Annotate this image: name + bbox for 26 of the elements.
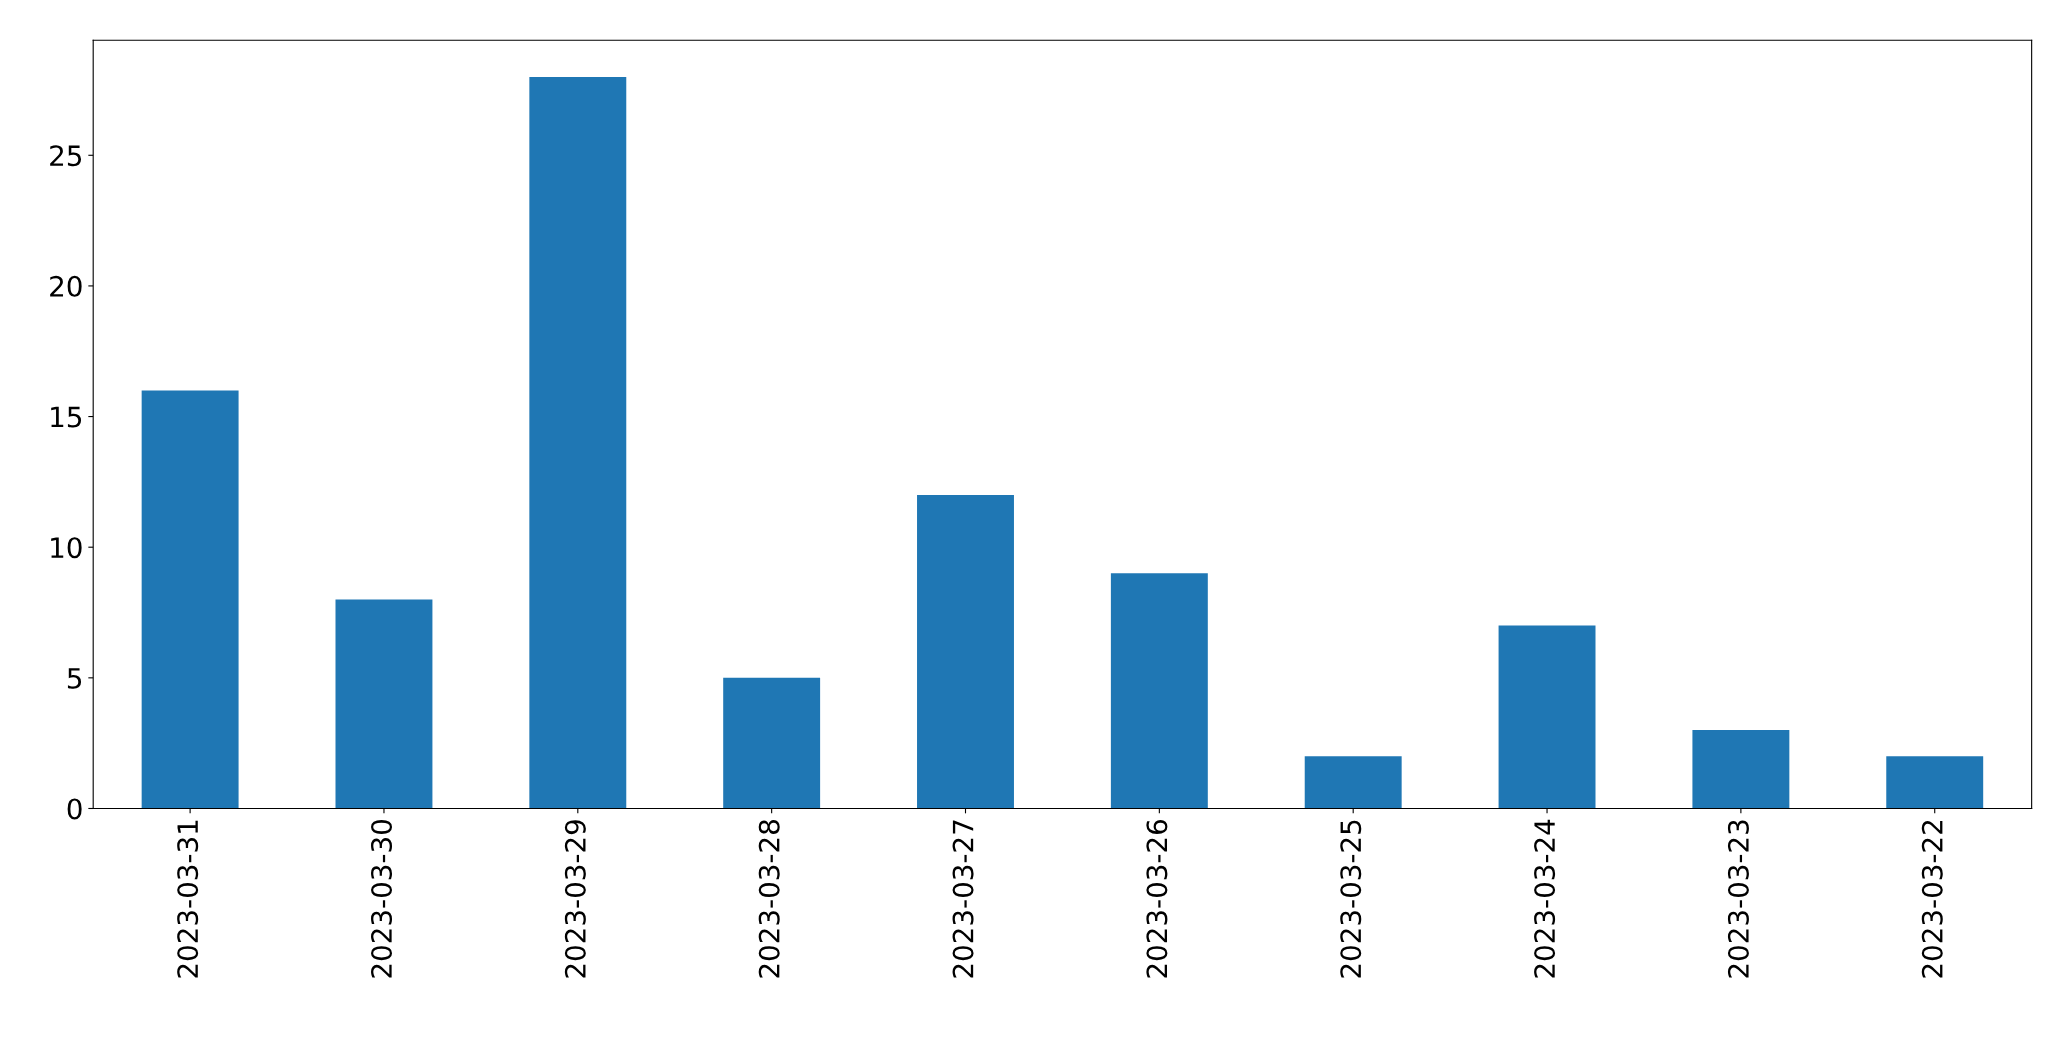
y-tick-label: 15 xyxy=(51,406,82,428)
x-tick-label: 2023-03-25 xyxy=(1340,820,1362,978)
x-tick-label: 2023-03-30 xyxy=(371,820,393,978)
bar xyxy=(529,76,627,809)
y-tick-label: 20 xyxy=(50,275,82,297)
x-tick-label: 2023-03-29 xyxy=(564,820,586,978)
y-tick-label: 5 xyxy=(67,668,82,689)
bar xyxy=(1110,573,1208,809)
bar xyxy=(335,599,433,809)
bar xyxy=(1498,625,1596,809)
bar xyxy=(1886,756,1984,809)
bar xyxy=(917,494,1014,809)
x-tick-label: 2023-03-28 xyxy=(758,820,780,978)
x-tick-label: 2023-03-26 xyxy=(1146,819,1168,978)
bar xyxy=(1304,756,1402,809)
x-tick-label: 2023-03-22 xyxy=(1921,820,1943,978)
x-tick-label: 2023-03-31 xyxy=(177,820,199,978)
x-tick-label: 2023-03-23 xyxy=(1727,820,1749,978)
bar xyxy=(723,677,821,809)
y-tick-label: 10 xyxy=(51,537,82,559)
bar xyxy=(141,390,239,809)
x-tick-label: 2023-03-27 xyxy=(952,820,974,978)
y-tick-label: 0 xyxy=(67,798,82,820)
x-tick-label: 2023-03-24 xyxy=(1534,819,1556,978)
y-tick-label: 25 xyxy=(50,145,82,167)
bar xyxy=(1692,730,1790,809)
